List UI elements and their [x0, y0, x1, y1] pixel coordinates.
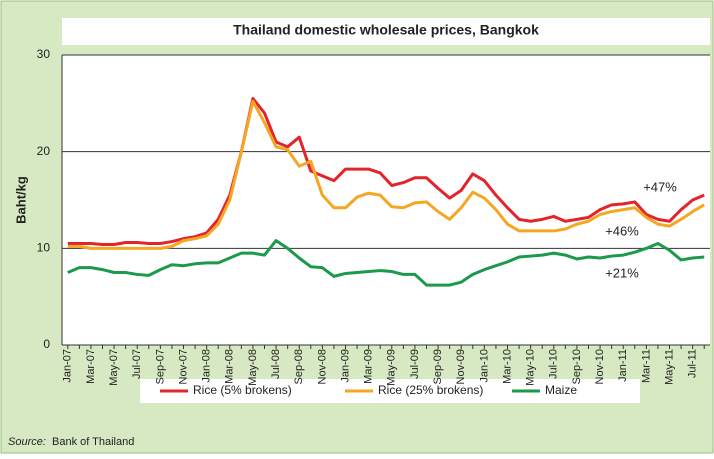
x-tick-label: Sep-10	[571, 349, 583, 384]
y-axis-label: Baht/kg	[13, 176, 28, 224]
series-line	[67, 97, 705, 246]
x-tick-label: May-09	[386, 349, 398, 386]
x-tick-label: Jan-07	[62, 349, 74, 383]
x-tick-label: Jul-10	[548, 349, 560, 379]
x-tick-label: Sep-07	[154, 349, 166, 384]
x-tick-label: Jan-08	[201, 349, 213, 383]
x-tick-label: Jul-09	[409, 349, 421, 379]
legend-label: Rice (5% brokens)	[193, 383, 292, 397]
legend-box	[140, 379, 640, 403]
source-label: Source:	[8, 436, 46, 448]
y-tick-label: 10	[37, 241, 51, 255]
x-tick-label: Mar-07	[85, 349, 97, 384]
x-tick-label: Jul-07	[131, 349, 143, 379]
x-tick-label: Jul-08	[270, 349, 282, 379]
legend-label: Rice (25% brokens)	[378, 383, 483, 397]
x-tick-label: May-10	[525, 349, 537, 386]
annotation: +21%	[605, 265, 639, 280]
y-tick-label: 20	[37, 144, 51, 158]
x-tick-label: Nov-09	[455, 349, 467, 384]
x-tick-label: Jul-11	[687, 349, 699, 378]
x-tick-label: May-11	[663, 349, 675, 385]
x-tick-label: May-07	[108, 349, 120, 386]
x-tick-label: Mar-10	[501, 349, 513, 384]
x-tick-label: Jan-09	[339, 349, 351, 383]
source-text: Bank of Thailand	[52, 436, 134, 448]
annotation: +47%	[643, 179, 677, 194]
legend-label: Maize	[545, 383, 577, 397]
annotation: +46%	[605, 223, 639, 238]
x-tick-label: Sep-08	[293, 349, 305, 384]
x-tick-label: Nov-07	[177, 349, 189, 384]
x-tick-label: Mar-08	[224, 349, 236, 384]
x-tick-label: Jan-11	[617, 349, 629, 382]
x-tick-label: May-08	[247, 349, 259, 386]
title-box	[62, 18, 710, 45]
x-tick-label: Nov-08	[316, 349, 328, 384]
x-tick-label: Mar-11	[640, 349, 652, 383]
y-tick-label: 30	[37, 47, 51, 61]
series-line	[67, 99, 705, 250]
chart-title: Thailand domestic wholesale prices, Bang…	[233, 22, 539, 38]
series-line	[67, 239, 705, 287]
x-tick-label: Nov-10	[594, 349, 606, 384]
x-tick-label: Sep-09	[432, 349, 444, 384]
x-tick-label: Jan-10	[478, 349, 490, 383]
y-tick-label: 0	[43, 337, 50, 351]
x-tick-label: Mar-09	[363, 349, 375, 384]
